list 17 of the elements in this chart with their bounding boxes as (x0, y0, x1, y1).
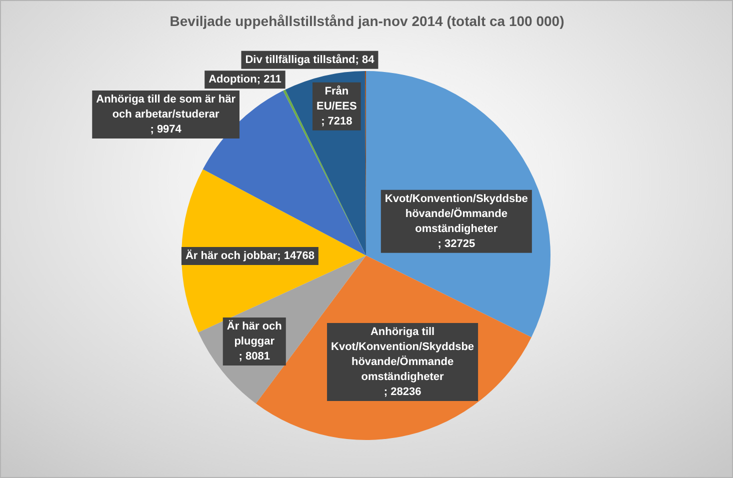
data-label: ; 8081 (238, 350, 270, 363)
slice-label: Anhöriga till de som är här och arbetar/studerar (96, 94, 236, 121)
slice-label: Adoption (208, 74, 258, 86)
slice-label: Är här och jobbar (185, 249, 278, 262)
slice-label: Anhöriga till Kvot/Konvention/Skyddsbehövande/Ömmande omständigheter (331, 326, 474, 383)
data-label: ; 28236 (384, 386, 422, 398)
slice-label: Kvot/Konvention/Skyddsbehövande/Ömmande omständigheter (384, 192, 528, 235)
slice-label: Div tillfälliga tillstånd (245, 52, 356, 66)
data-label: ; 7218 (321, 115, 352, 128)
data-label: ; 32725 (438, 238, 476, 250)
data-label: ; 84 (355, 54, 376, 66)
data-label: ; 211 (256, 74, 282, 86)
chart-title: Beviljade uppehållstillstånd jan-nov 2014 (totalt ca 100 000) (170, 12, 564, 29)
slice-label: Är här och pluggar (226, 320, 282, 348)
slice-label: Från EU/EES (316, 84, 357, 112)
data-label: ; 14768 (277, 250, 314, 262)
data-label: ; 9974 (150, 124, 182, 136)
